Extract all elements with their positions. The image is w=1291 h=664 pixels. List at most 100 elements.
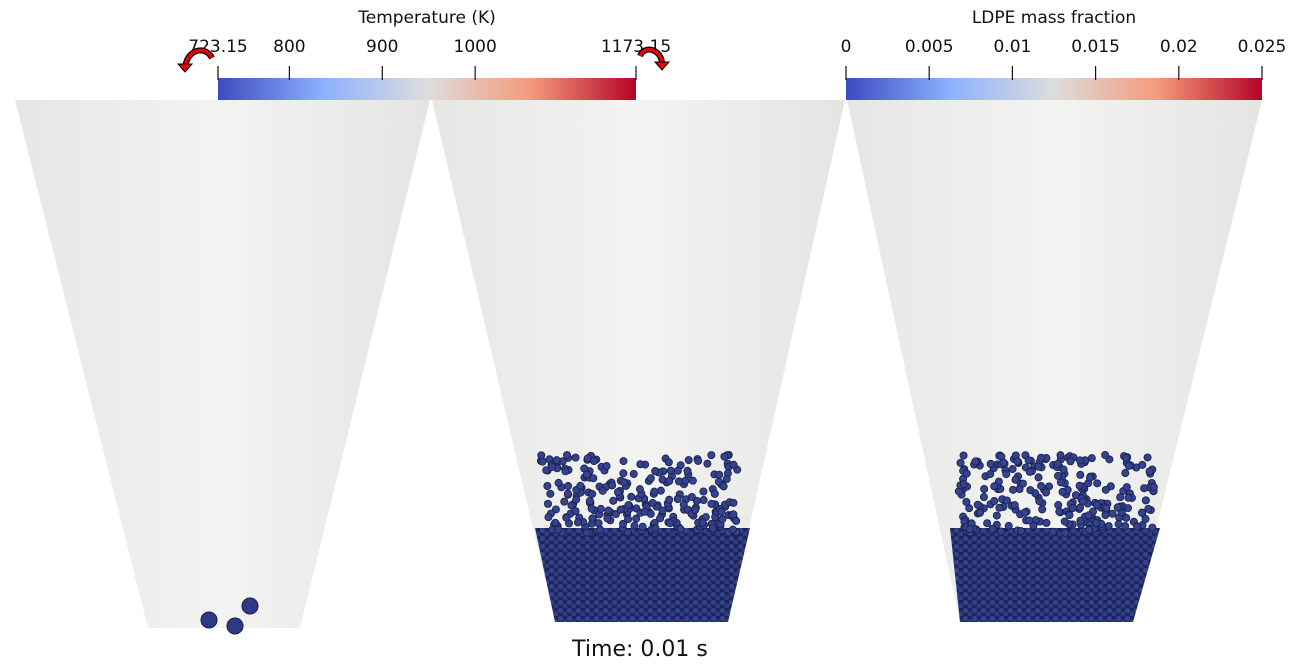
particle bbox=[1079, 498, 1086, 505]
particle bbox=[963, 498, 970, 505]
particle bbox=[709, 525, 716, 532]
particle bbox=[972, 458, 979, 465]
particle bbox=[1146, 468, 1153, 475]
particle bbox=[1085, 512, 1092, 519]
particle bbox=[589, 490, 596, 497]
particle bbox=[730, 461, 737, 468]
particle bbox=[1076, 482, 1083, 489]
tick-label: 800 bbox=[273, 37, 305, 57]
particle bbox=[538, 452, 545, 459]
particle bbox=[1150, 483, 1157, 490]
particle bbox=[604, 515, 611, 522]
particle bbox=[974, 501, 981, 508]
particle bbox=[624, 529, 631, 536]
particle bbox=[991, 497, 998, 504]
particle bbox=[695, 457, 702, 464]
particle bbox=[1049, 528, 1056, 535]
particle bbox=[688, 493, 695, 500]
particle bbox=[573, 496, 580, 503]
particle bbox=[689, 477, 696, 484]
particle bbox=[610, 497, 617, 504]
particle bbox=[647, 475, 654, 482]
particle bbox=[595, 520, 602, 527]
particle bbox=[641, 508, 648, 515]
colorbar bbox=[218, 78, 636, 100]
particle bbox=[1037, 454, 1044, 461]
particle bbox=[599, 487, 606, 494]
particle bbox=[1141, 485, 1148, 492]
particle bbox=[1000, 459, 1007, 466]
particle bbox=[1037, 482, 1044, 489]
particle bbox=[583, 471, 590, 478]
particle bbox=[631, 522, 638, 529]
particle bbox=[1009, 465, 1016, 472]
particle bbox=[564, 490, 571, 497]
particle bbox=[630, 470, 637, 477]
particle bbox=[1066, 511, 1073, 518]
particle bbox=[991, 483, 998, 490]
particle bbox=[1056, 508, 1063, 515]
particle bbox=[1085, 526, 1092, 533]
particle bbox=[1094, 480, 1101, 487]
particle bbox=[708, 500, 715, 507]
particle bbox=[1027, 487, 1034, 494]
particle bbox=[1125, 462, 1132, 469]
tick-label: 0 bbox=[841, 37, 852, 57]
particle bbox=[1060, 466, 1067, 473]
particle bbox=[588, 505, 595, 512]
particle bbox=[1054, 472, 1061, 479]
particle bbox=[636, 486, 643, 493]
particle bbox=[1088, 455, 1095, 462]
particle bbox=[684, 467, 691, 474]
particle bbox=[1077, 471, 1084, 478]
colorbar-title: Temperature (K) bbox=[357, 8, 496, 28]
arrow-icon bbox=[178, 64, 192, 72]
particle bbox=[711, 490, 718, 497]
particle bbox=[993, 512, 1000, 519]
particle bbox=[562, 468, 569, 475]
particle bbox=[1054, 460, 1061, 467]
particle bbox=[987, 470, 994, 477]
particle bbox=[685, 457, 692, 464]
time-label: Time: 0.01 s bbox=[571, 637, 708, 662]
particle bbox=[1042, 489, 1049, 496]
particle bbox=[1014, 458, 1021, 465]
particle bbox=[674, 467, 681, 474]
particle bbox=[963, 470, 970, 477]
particle bbox=[976, 509, 983, 516]
particle bbox=[957, 459, 964, 466]
particle bbox=[980, 493, 987, 500]
particle bbox=[1114, 504, 1121, 511]
particle bbox=[586, 497, 593, 504]
particle bbox=[730, 511, 737, 518]
particle bbox=[242, 598, 258, 614]
particle bbox=[1149, 524, 1156, 531]
particle bbox=[1122, 454, 1129, 461]
particle bbox=[1005, 522, 1012, 529]
cone bbox=[15, 100, 430, 628]
particle bbox=[666, 520, 673, 527]
particle bbox=[639, 523, 646, 530]
packed-bed bbox=[950, 528, 1160, 622]
tick-label: 0.02 bbox=[1160, 37, 1198, 57]
particle bbox=[590, 475, 597, 482]
particle bbox=[620, 457, 627, 464]
particle bbox=[700, 496, 707, 503]
particle bbox=[609, 482, 616, 489]
particle bbox=[1123, 483, 1130, 490]
particle bbox=[652, 468, 659, 475]
particle bbox=[1035, 474, 1042, 481]
particle bbox=[1043, 519, 1050, 526]
particle bbox=[1103, 505, 1110, 512]
particle bbox=[1086, 474, 1093, 481]
particle bbox=[1077, 517, 1084, 524]
particle bbox=[1102, 451, 1109, 458]
particle bbox=[589, 515, 596, 522]
particle bbox=[649, 499, 656, 506]
particle bbox=[552, 519, 559, 526]
particle bbox=[708, 452, 715, 459]
particle bbox=[1019, 480, 1026, 487]
particle bbox=[547, 490, 554, 497]
particle bbox=[674, 495, 681, 502]
particle bbox=[667, 467, 674, 474]
